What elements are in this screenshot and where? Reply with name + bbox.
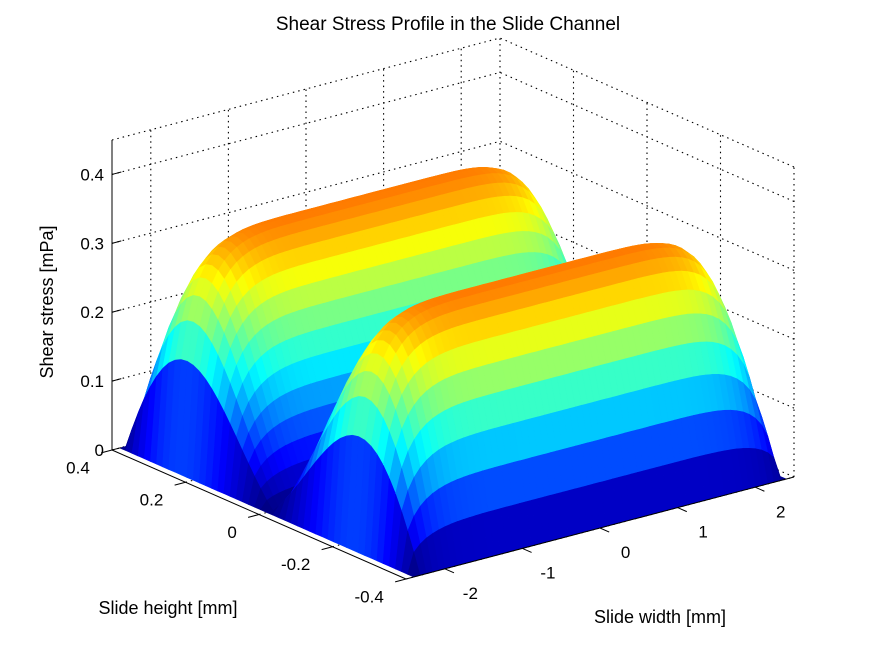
y-tick-label: 0: [227, 523, 236, 542]
z-tick-mark: [112, 310, 121, 312]
y-tick-mark: [322, 547, 333, 550]
y-tick-mark: [248, 515, 259, 518]
z-tick-label: 0: [95, 441, 104, 460]
chart-title: Shear Stress Profile in the Slide Channe…: [276, 14, 620, 35]
y-tick-label: -0.4: [355, 587, 384, 606]
y-tick-label: -0.2: [281, 555, 310, 574]
x-tick-label: 1: [698, 523, 707, 542]
z-tick-label: 0.3: [80, 234, 104, 253]
y-tick-label: 0.2: [140, 491, 164, 510]
y-tick-label: 0.4: [66, 458, 90, 477]
x-tick-mark: [678, 508, 687, 512]
x-tick-label: 0: [621, 543, 630, 562]
z-tick-label: 0.1: [80, 372, 104, 391]
y-axis-label: Slide height [mm]: [98, 598, 237, 618]
grid-line: [112, 38, 500, 140]
z-axis-label: Shear stress [mPa]: [37, 225, 57, 378]
y-tick-mark: [395, 579, 406, 582]
y-tick-mark: [175, 482, 186, 485]
x-axis-label: Slide width [mm]: [594, 607, 726, 627]
x-tick-label: -2: [463, 584, 478, 603]
x-tick-mark: [445, 569, 454, 573]
z-tick-mark: [112, 172, 121, 174]
z-tick-label: 0.4: [80, 165, 104, 184]
x-tick-mark: [755, 487, 764, 491]
x-tick-mark: [600, 528, 609, 532]
z-tick-label: 0.2: [80, 303, 104, 322]
x-tick-label: -1: [540, 563, 555, 582]
z-tick-mark: [112, 241, 121, 243]
z-tick-mark: [112, 448, 121, 450]
shear-stress-surface: [120, 167, 786, 577]
x-tick-mark: [522, 548, 531, 552]
z-tick-mark: [112, 379, 121, 381]
x-tick-label: 2: [776, 502, 785, 521]
